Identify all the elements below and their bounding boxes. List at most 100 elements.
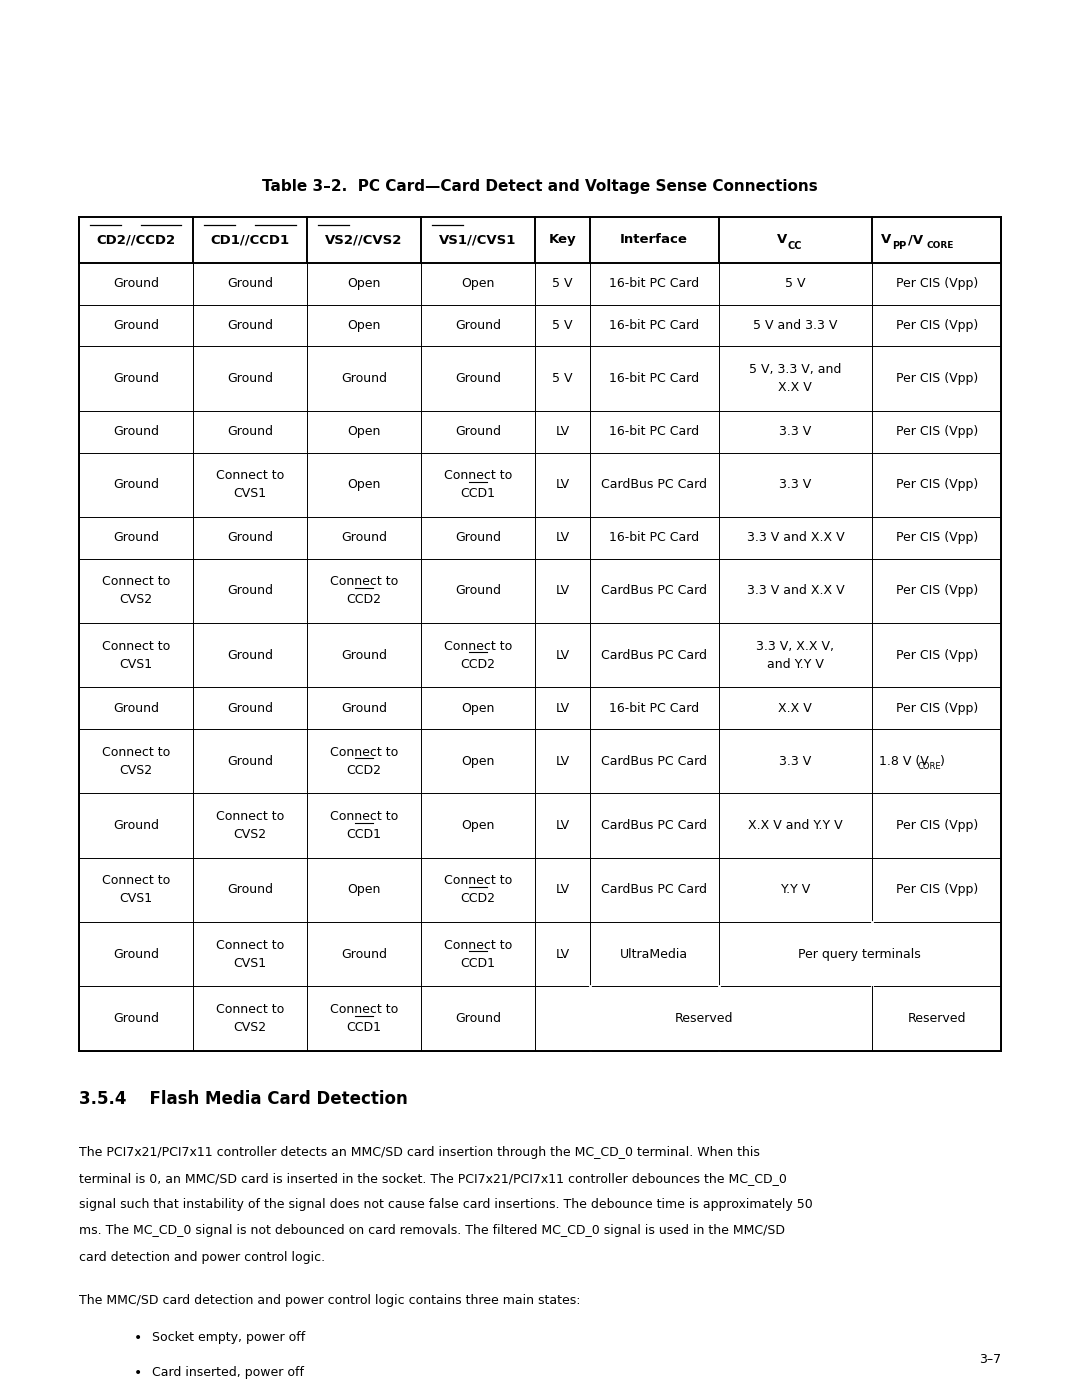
Text: CORE: CORE xyxy=(918,763,942,771)
Text: Per CIS (Vpp): Per CIS (Vpp) xyxy=(895,319,977,332)
Text: Per CIS (Vpp): Per CIS (Vpp) xyxy=(895,372,977,386)
Text: UltraMedia: UltraMedia xyxy=(620,947,688,961)
Text: Connect to: Connect to xyxy=(329,1003,399,1016)
Text: V: V xyxy=(777,233,786,246)
Text: 5 V: 5 V xyxy=(552,372,572,386)
Text: X.X V: X.X V xyxy=(779,701,812,715)
Text: Ground: Ground xyxy=(113,478,159,492)
Text: LV: LV xyxy=(555,819,569,833)
Text: LV: LV xyxy=(555,531,569,545)
Text: CVS1: CVS1 xyxy=(119,893,152,905)
Text: 16-bit PC Card: 16-bit PC Card xyxy=(609,425,699,439)
Text: Ground: Ground xyxy=(227,277,273,291)
Text: CardBus PC Card: CardBus PC Card xyxy=(602,754,707,768)
Text: Per CIS (Vpp): Per CIS (Vpp) xyxy=(895,584,977,598)
Text: CCD2: CCD2 xyxy=(460,658,496,671)
Text: CVS2: CVS2 xyxy=(119,764,152,777)
Text: ms. The MC_CD_0 signal is not debounced on card removals. The filtered MC_CD_0 s: ms. The MC_CD_0 signal is not debounced … xyxy=(79,1224,785,1238)
Text: Ground: Ground xyxy=(341,701,387,715)
Text: CardBus PC Card: CardBus PC Card xyxy=(602,648,707,662)
Text: VS2//CVS2: VS2//CVS2 xyxy=(325,233,403,246)
Text: Card inserted, power off: Card inserted, power off xyxy=(152,1366,305,1379)
Text: Ground: Ground xyxy=(113,425,159,439)
Text: Ground: Ground xyxy=(113,819,159,833)
Text: The MMC/SD card detection and power control logic contains three main states:: The MMC/SD card detection and power cont… xyxy=(79,1294,580,1306)
Text: Connect to: Connect to xyxy=(329,810,399,823)
Text: CVS1: CVS1 xyxy=(233,488,267,500)
Text: Connect to: Connect to xyxy=(216,469,284,482)
Text: Ground: Ground xyxy=(227,701,273,715)
Text: Key: Key xyxy=(549,233,576,246)
Text: Ground: Ground xyxy=(227,883,273,897)
Text: 3–7: 3–7 xyxy=(980,1354,1001,1366)
Text: Table 3–2.  PC Card—Card Detect and Voltage Sense Connections: Table 3–2. PC Card—Card Detect and Volta… xyxy=(262,179,818,194)
Text: Ground: Ground xyxy=(455,531,501,545)
Text: Ground: Ground xyxy=(341,648,387,662)
Text: Ground: Ground xyxy=(341,531,387,545)
Text: CCD1: CCD1 xyxy=(347,1021,381,1034)
Text: Per CIS (Vpp): Per CIS (Vpp) xyxy=(895,277,977,291)
Text: •: • xyxy=(134,1331,143,1345)
Text: Per CIS (Vpp): Per CIS (Vpp) xyxy=(895,648,977,662)
Text: PP: PP xyxy=(892,240,906,251)
Text: CardBus PC Card: CardBus PC Card xyxy=(602,819,707,833)
Text: Interface: Interface xyxy=(620,233,688,246)
Text: Ground: Ground xyxy=(455,584,501,598)
Text: LV: LV xyxy=(555,701,569,715)
Text: Ground: Ground xyxy=(227,754,273,768)
Text: CVS1: CVS1 xyxy=(119,658,152,671)
Text: Ground: Ground xyxy=(455,319,501,332)
Text: Ground: Ground xyxy=(455,372,501,386)
Text: Connect to: Connect to xyxy=(444,640,512,652)
Text: CC: CC xyxy=(787,240,802,251)
Text: Connect to: Connect to xyxy=(444,469,512,482)
Text: Ground: Ground xyxy=(227,584,273,598)
Text: 5 V and 3.3 V: 5 V and 3.3 V xyxy=(753,319,838,332)
Text: Ground: Ground xyxy=(113,947,159,961)
Text: Reserved: Reserved xyxy=(907,1011,966,1025)
Text: 5 V: 5 V xyxy=(552,277,572,291)
Text: CCD1: CCD1 xyxy=(347,828,381,841)
Text: signal such that instability of the signal does not cause false card insertions.: signal such that instability of the sign… xyxy=(79,1199,812,1211)
Text: Open: Open xyxy=(348,277,380,291)
Text: LV: LV xyxy=(555,425,569,439)
Text: Per CIS (Vpp): Per CIS (Vpp) xyxy=(895,478,977,492)
Text: Open: Open xyxy=(461,277,495,291)
Text: Per query terminals: Per query terminals xyxy=(798,947,921,961)
Text: Connect to: Connect to xyxy=(216,1003,284,1016)
Text: Socket empty, power off: Socket empty, power off xyxy=(152,1331,306,1344)
Text: CCD2: CCD2 xyxy=(347,764,381,777)
Text: Ground: Ground xyxy=(227,425,273,439)
Text: CD2//CCD2: CD2//CCD2 xyxy=(96,233,175,246)
Text: Ground: Ground xyxy=(113,531,159,545)
Text: CVS1: CVS1 xyxy=(233,957,267,970)
Text: CCD1: CCD1 xyxy=(460,488,496,500)
Text: Ground: Ground xyxy=(113,319,159,332)
Text: Ground: Ground xyxy=(113,701,159,715)
Text: terminal is 0, an MMC/SD card is inserted in the socket. The PCI7x21/PCI7x11 con: terminal is 0, an MMC/SD card is inserte… xyxy=(79,1172,786,1185)
Text: CardBus PC Card: CardBus PC Card xyxy=(602,883,707,897)
Text: Connect to: Connect to xyxy=(329,746,399,759)
Text: Connect to: Connect to xyxy=(102,746,170,759)
Text: Open: Open xyxy=(348,425,380,439)
Text: CORE: CORE xyxy=(927,242,954,250)
Text: Ground: Ground xyxy=(227,531,273,545)
Text: LV: LV xyxy=(555,947,569,961)
Text: /V: /V xyxy=(908,233,923,246)
Text: Open: Open xyxy=(461,754,495,768)
Text: Connect to: Connect to xyxy=(444,875,512,887)
Text: CardBus PC Card: CardBus PC Card xyxy=(602,584,707,598)
Text: 1.8 V (V: 1.8 V (V xyxy=(879,754,929,768)
Text: Connect to: Connect to xyxy=(102,875,170,887)
Text: 3.5.4    Flash Media Card Detection: 3.5.4 Flash Media Card Detection xyxy=(79,1090,407,1108)
Text: Ground: Ground xyxy=(455,1011,501,1025)
Text: Open: Open xyxy=(461,701,495,715)
Text: ): ) xyxy=(940,754,944,768)
Text: CVS2: CVS2 xyxy=(233,828,267,841)
Text: LV: LV xyxy=(555,754,569,768)
Text: 16-bit PC Card: 16-bit PC Card xyxy=(609,531,699,545)
Text: •: • xyxy=(134,1366,143,1380)
Text: Y.Y V: Y.Y V xyxy=(781,883,810,897)
Text: 3.3 V and X.X V: 3.3 V and X.X V xyxy=(746,584,845,598)
Text: CCD1: CCD1 xyxy=(460,957,496,970)
